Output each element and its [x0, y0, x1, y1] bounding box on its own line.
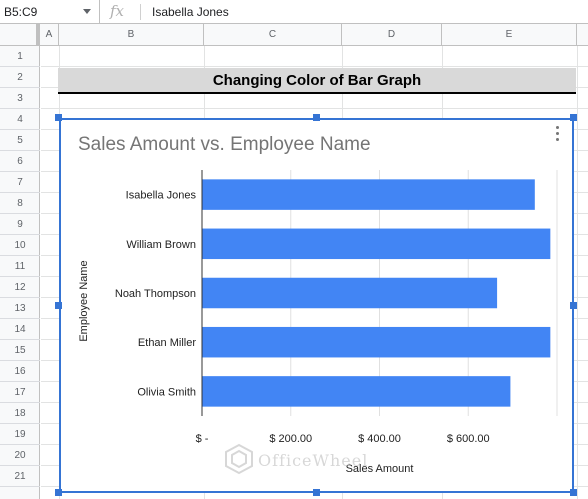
resize-handle[interactable] [570, 489, 577, 496]
row-header[interactable]: 19 [0, 424, 40, 445]
row-header[interactable]: 12 [0, 277, 40, 298]
y-axis-title: Employee Name [78, 260, 90, 341]
column-header-a[interactable]: A [40, 24, 59, 46]
formula-divider [140, 4, 141, 20]
row-header[interactable]: 6 [0, 151, 40, 172]
resize-handle[interactable] [55, 114, 62, 121]
row-header[interactable]: 16 [0, 361, 40, 382]
resize-handle[interactable] [313, 489, 320, 496]
name-box-value: B5:C9 [4, 5, 38, 19]
officewheel-logo-icon [225, 443, 253, 475]
watermark: OfficeWheel [224, 443, 384, 475]
column-header-e[interactable]: E [442, 24, 577, 46]
column-header-b[interactable]: B [59, 24, 204, 46]
resize-handle[interactable] [55, 302, 62, 309]
column-header-row: A B C D E [0, 24, 588, 46]
row-header[interactable]: 4 [0, 109, 40, 130]
x-tick-label: $ 400.00 [358, 433, 401, 445]
row-header[interactable]: 2 [0, 67, 40, 88]
chart-plot: Isabella Jones William Brown Noah Thompson… [78, 170, 558, 475]
bar [202, 376, 511, 407]
row-header[interactable]: 9 [0, 214, 40, 235]
category-label: Isabella Jones [126, 190, 197, 202]
sheet-title[interactable]: Changing Color of Bar Graph [58, 68, 576, 94]
formula-input[interactable]: Isabella Jones [152, 5, 229, 19]
resize-handle[interactable] [570, 302, 577, 309]
row-header[interactable]: 7 [0, 172, 40, 193]
x-tick-label: $ - [196, 433, 209, 445]
category-label: Olivia Smith [137, 386, 196, 398]
chart-title[interactable]: Sales Amount vs. Employee Name [78, 134, 371, 155]
row-header[interactable]: 8 [0, 193, 40, 214]
grid-line [577, 46, 578, 499]
resize-handle[interactable] [55, 489, 62, 496]
x-axis-title: Sales Amount [346, 463, 414, 475]
row-header[interactable]: 10 [0, 235, 40, 256]
chevron-down-icon[interactable] [83, 9, 91, 14]
bar [202, 179, 535, 210]
row-header[interactable]: 14 [0, 319, 40, 340]
row-header[interactable]: 11 [0, 256, 40, 277]
grid-line [41, 108, 588, 109]
row-header[interactable]: 1 [0, 46, 40, 67]
row-header[interactable]: 18 [0, 403, 40, 424]
row-header[interactable]: 21 [0, 466, 40, 487]
category-label: Ethan Miller [138, 337, 196, 349]
bar [202, 277, 498, 309]
row-header[interactable]: 17 [0, 382, 40, 403]
formula-bar: B5:C9 fx Isabella Jones [0, 0, 588, 24]
column-header-d[interactable]: D [342, 24, 442, 46]
row-header[interactable]: 20 [0, 445, 40, 466]
grid-line [41, 66, 588, 67]
category-label: Noah Thompson [115, 288, 196, 300]
more-options-icon[interactable] [556, 126, 560, 144]
x-tick-label: $ 200.00 [269, 433, 312, 445]
category-label: William Brown [126, 239, 196, 251]
row-header[interactable]: 5 [0, 130, 40, 151]
x-tick-label: $ 600.00 [447, 433, 490, 445]
fx-icon: fx [110, 2, 125, 20]
resize-handle[interactable] [313, 114, 320, 121]
row-header[interactable]: 3 [0, 88, 40, 109]
bar [202, 326, 551, 358]
select-all-corner[interactable] [0, 24, 40, 46]
bar [202, 228, 551, 260]
name-box[interactable]: B5:C9 [0, 0, 100, 23]
row-header-column: 1 2 3 4 5 6 7 8 9 10 11 12 13 14 15 16 1… [0, 46, 40, 499]
column-header-c[interactable]: C [204, 24, 342, 46]
embedded-chart[interactable]: Sales Amount vs. Employee Name Isabella … [59, 118, 574, 493]
watermark-text: OfficeWheel [258, 451, 369, 470]
row-header[interactable]: 15 [0, 340, 40, 361]
resize-handle[interactable] [570, 114, 577, 121]
row-header[interactable]: 13 [0, 298, 40, 319]
